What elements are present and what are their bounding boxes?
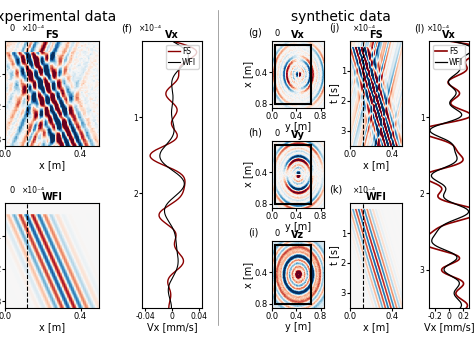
FS	[427, 232, 433, 236]
Text: (g): (g)	[248, 28, 262, 38]
Line: FS: FS	[420, 41, 474, 308]
Title: Vx: Vx	[442, 30, 456, 40]
FS	[452, 145, 457, 149]
Title: Vz: Vz	[291, 230, 304, 240]
Text: ×10⁻⁴: ×10⁻⁴	[22, 186, 45, 195]
Text: ×10⁻⁴: ×10⁻⁴	[139, 24, 162, 33]
Y-axis label: t [s]: t [s]	[329, 83, 339, 103]
Text: 0: 0	[274, 129, 280, 138]
Bar	[274, 45, 311, 104]
Text: (f): (f)	[121, 23, 132, 33]
Text: (i): (i)	[248, 228, 258, 238]
Y-axis label: x [m]: x [m]	[243, 161, 253, 187]
WFI	[449, 39, 455, 43]
WFI	[433, 232, 438, 236]
WFI	[429, 126, 435, 130]
Bar	[274, 145, 311, 204]
FS	[165, 281, 171, 285]
Title: FS: FS	[369, 30, 383, 40]
Text: ×10⁻⁴: ×10⁻⁴	[427, 24, 450, 33]
WFI	[454, 71, 460, 75]
FS	[179, 264, 184, 268]
WFI	[168, 198, 173, 202]
Title: Vy: Vy	[291, 130, 305, 140]
X-axis label: y [m]: y [m]	[284, 222, 310, 232]
Title: WFI: WFI	[42, 193, 63, 202]
WFI	[169, 197, 175, 201]
X-axis label: y [m]: y [m]	[284, 122, 310, 132]
Text: (j): (j)	[329, 23, 340, 33]
Text: ×10⁻⁴: ×10⁻⁴	[353, 186, 376, 195]
Legend: FS, WFI: FS, WFI	[166, 45, 199, 69]
WFI	[169, 306, 174, 310]
WFI	[432, 233, 438, 237]
WFI	[451, 145, 456, 149]
FS	[173, 40, 178, 44]
Title: FS: FS	[45, 30, 59, 40]
FS	[168, 202, 173, 206]
FS	[174, 198, 180, 202]
FS	[175, 197, 181, 201]
FS	[169, 39, 175, 43]
Text: (k): (k)	[329, 185, 343, 195]
Y-axis label: x [m]: x [m]	[243, 261, 253, 288]
X-axis label: x [m]: x [m]	[363, 323, 389, 332]
Title: Vx: Vx	[291, 30, 304, 40]
Text: ×10⁻⁴: ×10⁻⁴	[353, 24, 376, 33]
X-axis label: x [m]: x [m]	[39, 323, 65, 332]
WFI	[464, 207, 469, 211]
Bar	[274, 245, 311, 304]
Text: ×10⁻⁴: ×10⁻⁴	[22, 24, 45, 33]
FS	[464, 306, 469, 310]
Title: WFI: WFI	[366, 193, 387, 202]
Text: 0: 0	[274, 29, 280, 38]
Text: 0: 0	[9, 186, 15, 195]
X-axis label: x [m]: x [m]	[39, 160, 65, 170]
Text: experimental data: experimental data	[0, 10, 116, 24]
Text: 0: 0	[274, 229, 280, 238]
Y-axis label: x [m]: x [m]	[243, 61, 253, 88]
FS	[471, 207, 474, 211]
WFI	[171, 40, 177, 44]
WFI	[164, 202, 170, 206]
FS	[446, 39, 452, 43]
FS	[460, 71, 465, 75]
Line: FS: FS	[150, 41, 197, 308]
FS	[425, 233, 431, 237]
WFI	[175, 264, 181, 268]
Line: WFI: WFI	[160, 41, 188, 308]
X-axis label: x [m]: x [m]	[363, 160, 389, 170]
FS	[422, 126, 428, 130]
Text: 0: 0	[9, 24, 15, 33]
X-axis label: Vx [mm/s]: Vx [mm/s]	[424, 323, 474, 332]
X-axis label: Vx [mm/s]: Vx [mm/s]	[147, 323, 198, 332]
WFI	[167, 281, 173, 285]
X-axis label: y [m]: y [m]	[284, 323, 310, 332]
Text: (l): (l)	[415, 23, 425, 33]
Legend: FS, WFI: FS, WFI	[433, 45, 465, 69]
Y-axis label: t [s]: t [s]	[329, 246, 339, 265]
WFI	[169, 39, 175, 43]
Title: Vx: Vx	[165, 30, 179, 40]
Text: (h): (h)	[248, 128, 262, 138]
Text: synthetic data: synthetic data	[292, 10, 391, 24]
WFI	[457, 306, 463, 310]
FS	[166, 306, 172, 310]
Line: WFI: WFI	[430, 41, 473, 308]
